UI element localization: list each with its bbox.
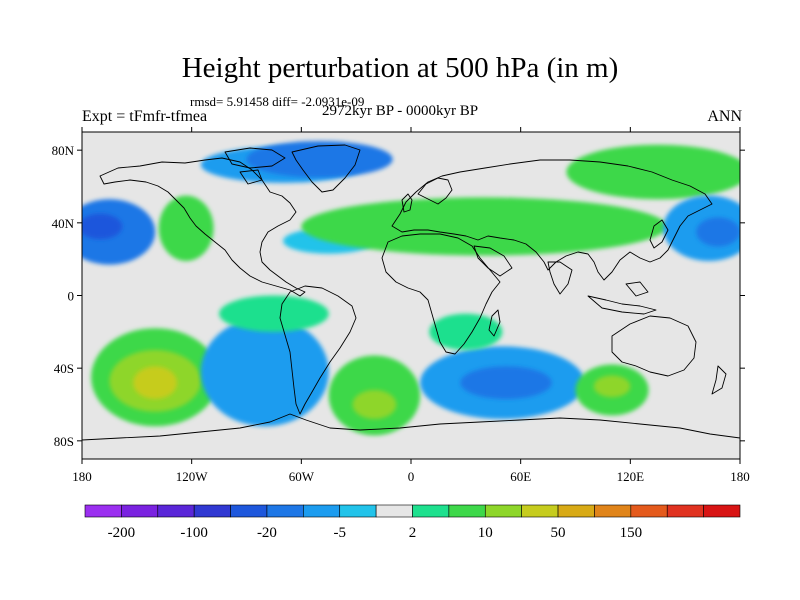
lon-tick-label: 180 xyxy=(730,469,750,484)
coastline-japan xyxy=(649,219,669,249)
anomaly-region xyxy=(219,295,329,332)
anomaly-region xyxy=(200,317,329,427)
colorbar-label: 2 xyxy=(409,525,417,541)
anomaly-region xyxy=(352,389,397,420)
period-label: 2972kyr BP - 0000kyr BP xyxy=(322,103,479,119)
anomaly-fields xyxy=(82,141,740,436)
colorbar-label: -5 xyxy=(333,525,346,541)
anomaly-region xyxy=(566,144,740,200)
lat-tick-label: 80S xyxy=(54,434,74,449)
lon-tick-label: 60E xyxy=(510,469,531,484)
colorbar: -200 -100 -20 -5 2 10 50 150 xyxy=(84,504,741,541)
anomaly-region xyxy=(460,366,552,400)
coastline-new-zealand xyxy=(711,365,727,395)
colorbar-label: -100 xyxy=(180,525,208,541)
lon-tick-label: 120E xyxy=(617,469,645,484)
colorbar-swatch xyxy=(121,504,159,518)
lon-tick-label: 120W xyxy=(176,469,209,484)
coastline-madagascar xyxy=(488,309,501,337)
coastline-north-america xyxy=(99,157,306,297)
rmsd-label: rmsd= 5.91458 diff= -2.0931e-09 xyxy=(190,94,365,109)
anomaly-region xyxy=(593,375,631,398)
colorbar-swatch xyxy=(484,504,522,518)
colorbar-swatch xyxy=(84,504,122,518)
lat-tick-label: 80N xyxy=(52,143,75,158)
colorbar-swatch xyxy=(339,504,377,518)
coastline-australia xyxy=(611,315,697,377)
colorbar-swatch xyxy=(375,504,413,518)
colorbar-swatch xyxy=(448,504,486,518)
lon-tick-label: 180 xyxy=(72,469,92,484)
lon-tick-label: 60W xyxy=(289,469,315,484)
anomaly-region xyxy=(246,141,393,178)
coastline-south-america xyxy=(279,285,357,415)
coastline-scandinavia xyxy=(417,177,453,205)
colorbar-swatch xyxy=(703,504,741,518)
coastline-africa xyxy=(381,233,501,355)
coastline-british-isles xyxy=(401,193,413,213)
colorbar-label: 10 xyxy=(478,525,493,541)
lat-tick-label: 40N xyxy=(52,216,75,231)
plot-title: Height perturbation at 500 hPa (in m) xyxy=(181,52,619,84)
anomaly-region xyxy=(429,313,503,351)
colorbar-swatch xyxy=(266,504,304,518)
anomaly-region xyxy=(158,195,214,261)
coastline-arabia xyxy=(473,245,513,277)
season-label: ANN xyxy=(707,108,742,125)
coastline-arctic-islands xyxy=(224,147,286,185)
lat-tick-label: 0 xyxy=(68,289,75,304)
map-axes: 80N 40N 0 40S 80S 180 120W 60W 0 60E 120E 180 xyxy=(52,127,750,484)
coastlines xyxy=(82,144,740,441)
coastline-eurasia xyxy=(391,159,713,281)
experiment-label: Expt = tFmfr-tfmea xyxy=(82,108,208,125)
anomaly-region xyxy=(82,213,123,240)
colorbar-swatch xyxy=(521,504,559,518)
colorbar-swatch xyxy=(557,504,595,518)
colorbar-swatch xyxy=(303,504,341,518)
anomaly-region xyxy=(301,197,667,256)
coastline-greenland xyxy=(291,144,361,193)
colorbar-label: 150 xyxy=(620,525,643,541)
colorbar-swatch xyxy=(666,504,704,518)
colorbar-swatch xyxy=(230,504,268,518)
anomaly-region xyxy=(696,217,740,247)
colorbar-swatch xyxy=(193,504,231,518)
colorbar-swatch xyxy=(412,504,450,518)
anomaly-region xyxy=(133,366,178,400)
colorbar-swatch xyxy=(157,504,195,518)
colorbar-label: -20 xyxy=(257,525,277,541)
coastline-antarctica xyxy=(82,413,740,441)
coastline-india xyxy=(547,261,573,295)
colorbar-label: 50 xyxy=(551,525,566,541)
colorbar-label: -200 xyxy=(108,525,136,541)
colorbar-swatch xyxy=(630,504,668,518)
lon-tick-label: 0 xyxy=(408,469,415,484)
lat-tick-label: 40S xyxy=(54,361,74,376)
coastline-indonesia xyxy=(587,281,657,315)
colorbar-swatch xyxy=(594,504,632,518)
